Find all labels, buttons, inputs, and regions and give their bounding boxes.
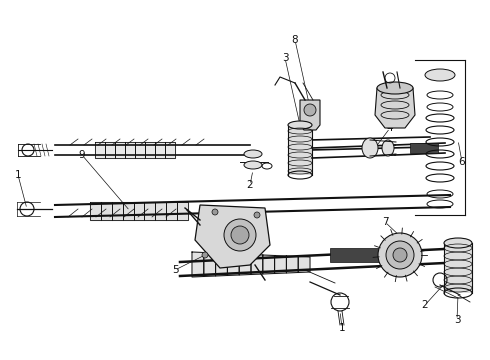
Text: 3: 3 bbox=[454, 315, 460, 325]
Text: 3: 3 bbox=[282, 53, 288, 63]
Bar bbox=[288, 125, 312, 175]
Polygon shape bbox=[239, 254, 251, 275]
Polygon shape bbox=[101, 202, 112, 220]
Bar bbox=[410, 143, 438, 153]
Ellipse shape bbox=[425, 69, 455, 81]
Polygon shape bbox=[300, 100, 320, 130]
Polygon shape bbox=[375, 88, 415, 128]
Text: 1: 1 bbox=[339, 323, 345, 333]
Polygon shape bbox=[216, 253, 227, 276]
Polygon shape bbox=[286, 256, 298, 273]
Bar bbox=[330, 248, 385, 262]
Polygon shape bbox=[134, 202, 145, 220]
Text: 7: 7 bbox=[382, 217, 388, 227]
Text: 1: 1 bbox=[15, 170, 21, 180]
Text: 5: 5 bbox=[172, 265, 178, 275]
Circle shape bbox=[378, 233, 422, 277]
Polygon shape bbox=[145, 202, 155, 220]
Polygon shape bbox=[155, 142, 165, 158]
Polygon shape bbox=[135, 142, 145, 158]
Ellipse shape bbox=[382, 140, 394, 156]
Polygon shape bbox=[125, 142, 135, 158]
Ellipse shape bbox=[244, 150, 262, 158]
Polygon shape bbox=[227, 253, 239, 275]
Ellipse shape bbox=[377, 82, 413, 94]
Polygon shape bbox=[115, 142, 125, 158]
Polygon shape bbox=[165, 142, 175, 158]
Text: 2: 2 bbox=[422, 300, 428, 310]
Polygon shape bbox=[177, 202, 188, 220]
Polygon shape bbox=[105, 142, 115, 158]
Text: 9: 9 bbox=[79, 150, 85, 160]
Ellipse shape bbox=[362, 138, 378, 158]
Circle shape bbox=[231, 226, 249, 244]
Circle shape bbox=[254, 212, 260, 218]
Circle shape bbox=[212, 209, 218, 215]
Polygon shape bbox=[274, 256, 286, 274]
Circle shape bbox=[393, 248, 407, 262]
Circle shape bbox=[224, 219, 256, 251]
Polygon shape bbox=[122, 202, 134, 220]
Polygon shape bbox=[95, 142, 105, 158]
Circle shape bbox=[202, 252, 208, 258]
Polygon shape bbox=[195, 205, 270, 268]
Ellipse shape bbox=[288, 121, 312, 129]
Bar bbox=[444, 243, 472, 293]
Polygon shape bbox=[166, 202, 177, 220]
Text: 6: 6 bbox=[459, 157, 466, 167]
Text: 4: 4 bbox=[387, 123, 393, 133]
Polygon shape bbox=[112, 202, 122, 220]
Polygon shape bbox=[263, 255, 274, 274]
Text: 2: 2 bbox=[246, 180, 253, 190]
Polygon shape bbox=[145, 142, 155, 158]
Ellipse shape bbox=[244, 161, 262, 169]
Circle shape bbox=[386, 241, 414, 269]
Polygon shape bbox=[90, 202, 101, 220]
Polygon shape bbox=[155, 202, 166, 220]
Polygon shape bbox=[251, 255, 263, 274]
Polygon shape bbox=[298, 256, 310, 273]
Polygon shape bbox=[204, 252, 216, 276]
Text: 8: 8 bbox=[292, 35, 298, 45]
Polygon shape bbox=[192, 252, 204, 277]
Circle shape bbox=[304, 104, 316, 116]
Ellipse shape bbox=[444, 238, 472, 248]
